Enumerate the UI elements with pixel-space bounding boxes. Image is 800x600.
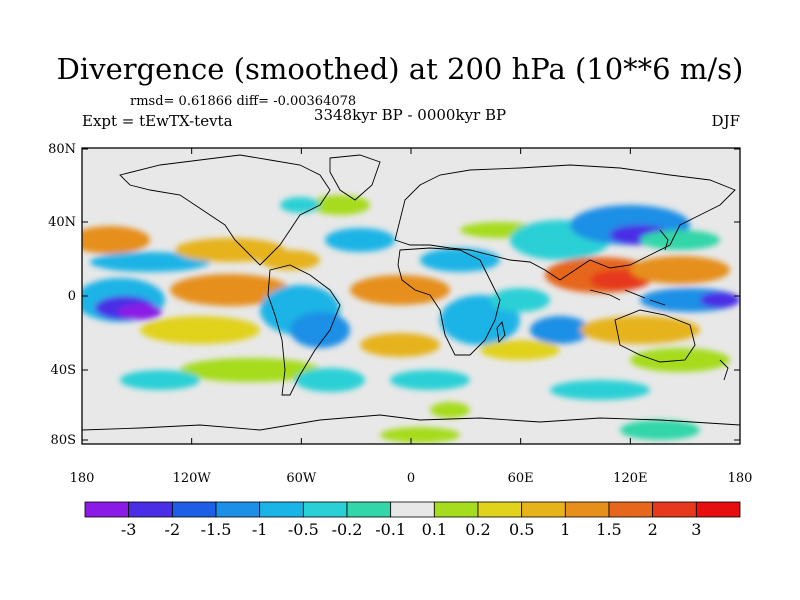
colorbar-label: -3 <box>121 520 137 539</box>
period-label: 3348kyr BP - 0000kyr BP <box>313 106 507 124</box>
colorbar-label: 0.5 <box>509 520 534 539</box>
coastlines <box>82 154 740 431</box>
axis-ticks <box>81 148 741 444</box>
colorbar-label: -1.5 <box>201 520 232 539</box>
x-tick-label: 60W <box>286 471 317 486</box>
colorbar-label: -2 <box>165 520 181 539</box>
colorbar-label: 0.1 <box>422 520 447 539</box>
colorbar-label: 3 <box>691 520 701 539</box>
x-tick-label: 120W <box>173 471 212 486</box>
y-tick-label: 80S <box>51 433 76 448</box>
x-tick-label: 60E <box>508 471 534 486</box>
x-tick-label: 0 <box>407 471 415 486</box>
plot-title: Divergence (smoothed) at 200 hPa (10**6 … <box>56 52 744 86</box>
y-tick-label: 40N <box>48 215 76 230</box>
x-tick-label: 180 <box>70 471 95 486</box>
colorbar-swatch <box>302 501 348 518</box>
colorbar-swatch <box>521 501 566 518</box>
colorbar-swatch <box>608 501 654 518</box>
colorbar-swatch <box>564 501 610 518</box>
x-tick-label: 120E <box>613 471 647 486</box>
colorbar-swatch <box>346 501 392 518</box>
colorbar-swatch <box>215 501 261 518</box>
colorbar-label: 2 <box>648 520 658 539</box>
stats-line: rmsd= 0.61866 diff= -0.00364078 <box>130 94 357 109</box>
colorbar-label: 1 <box>560 520 570 539</box>
colorbar-label: -1 <box>252 520 268 539</box>
colorbar-label: -0.1 <box>375 520 406 539</box>
divergence-field <box>82 148 740 444</box>
colorbar-swatch <box>390 501 435 518</box>
season-label: DJF <box>711 112 740 130</box>
x-tick-label: 180 <box>728 471 753 486</box>
colorbar-swatch <box>259 501 304 518</box>
y-tick-label: 40S <box>51 363 76 378</box>
colorbar-swatch <box>128 501 173 518</box>
colorbar-swatch <box>477 501 523 518</box>
colorbar-label: 1.5 <box>596 520 621 539</box>
colorbar-swatch <box>433 501 479 518</box>
colorbar <box>84 501 741 518</box>
colorbar-swatch <box>695 501 741 518</box>
colorbar-label: 0.2 <box>465 520 490 539</box>
colorbar-swatch <box>84 501 130 518</box>
y-tick-label: 80N <box>48 142 76 157</box>
colorbar-swatch <box>171 501 217 518</box>
y-axis-labels: 80N 40N 0 40S 80S <box>48 142 76 448</box>
colorbar-label: -0.5 <box>288 520 319 539</box>
colorbar-swatch <box>652 501 697 518</box>
y-tick-label: 0 <box>68 289 76 304</box>
experiment-label: Expt = tEwTX-tevta <box>82 112 233 130</box>
colorbar-label: -0.2 <box>332 520 363 539</box>
x-axis-labels: 180 120W 60W 0 60E 120E 180 <box>70 471 753 486</box>
colorbar-labels: -3 -2 -1.5 -1 -0.5 -0.2 -0.1 0.1 0.2 0.5 1 1.5 2 3 <box>121 520 702 539</box>
